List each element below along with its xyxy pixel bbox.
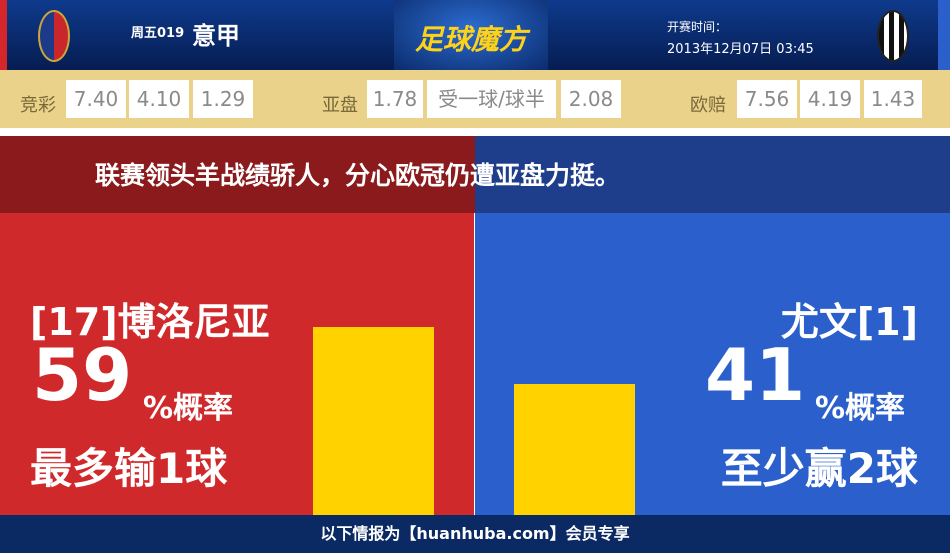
away-verdict: 至少赢2球 (720, 444, 918, 493)
home-panel: [17]博洛尼亚 59 %概率 最多输1球 (0, 213, 474, 515)
member-footer[interactable]: 以下情报为【huanhuba.com】会员专享 (0, 515, 950, 553)
match-number: 周五019 (131, 26, 185, 41)
away-probability-suffix: %概率 (815, 391, 906, 426)
asian-home: 1.78 (367, 80, 423, 118)
home-verdict: 最多输1球 (30, 444, 228, 493)
asian-label: 亚盘 (322, 95, 358, 116)
home-probability-suffix: %概率 (143, 391, 234, 426)
away-color-stripe (938, 0, 950, 70)
home-team-name: [17]博洛尼亚 (30, 300, 270, 344)
headline-band-left (0, 136, 475, 213)
headline: 联赛领头羊战绩骄人，分心欧冠仍遭亚盘力挺。 (95, 161, 621, 190)
odds-bar: 竞彩 7.40 4.10 1.29 亚盘 1.78 受一球/球半 2.08 欧赔… (0, 70, 950, 128)
league-name: 意甲 (192, 22, 240, 50)
asian-away: 2.08 (561, 80, 621, 118)
jingcai-win: 7.40 (66, 80, 126, 118)
away-team-logo (877, 10, 909, 62)
home-probability: 59 (32, 333, 133, 417)
jingcai-loss: 1.29 (193, 80, 253, 118)
euro-loss: 1.43 (864, 80, 922, 118)
header: 周五019 意甲 足球魔方 开赛时间： 2013年12月07日 03:45 (0, 0, 950, 70)
euro-label: 欧赔 (690, 95, 726, 116)
headline-band-right (475, 136, 950, 213)
kickoff-label: 开赛时间： (667, 20, 728, 34)
away-probability-bar (514, 384, 635, 515)
home-probability-bar (313, 326, 434, 515)
brand-logo: 足球魔方 (414, 23, 527, 56)
asian-handicap: 受一球/球半 (427, 80, 556, 118)
home-color-stripe (0, 0, 7, 70)
kickoff-time: 2013年12月07日 03:45 (667, 42, 814, 57)
home-team-logo (38, 10, 70, 62)
away-team-name: 尤文[1] (780, 300, 918, 344)
away-panel: 尤文[1] 41 %概率 至少赢2球 (475, 213, 950, 515)
brand-banner: 足球魔方 (394, 0, 548, 70)
away-probability: 41 (705, 333, 806, 417)
euro-draw: 4.19 (800, 80, 860, 118)
jingcai-label: 竞彩 (20, 95, 56, 116)
euro-win: 7.56 (737, 80, 797, 118)
jingcai-draw: 4.10 (129, 80, 189, 118)
